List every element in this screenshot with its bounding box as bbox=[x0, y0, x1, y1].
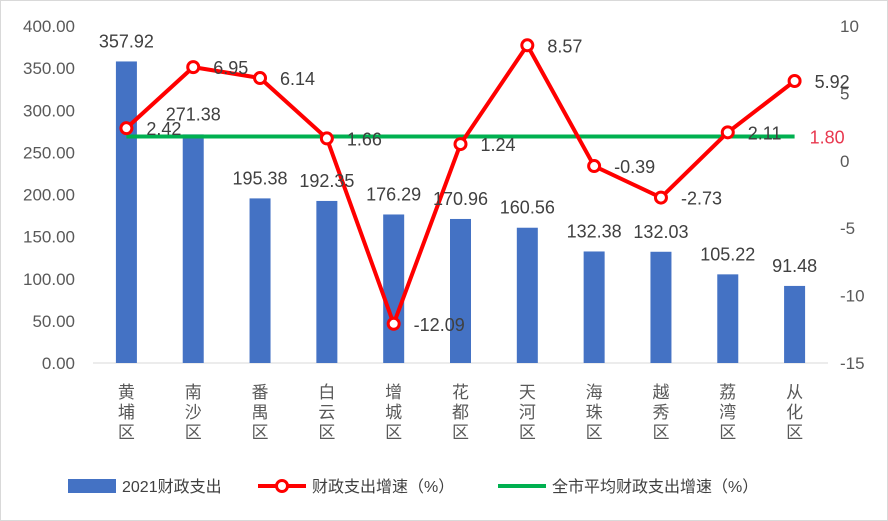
bar bbox=[650, 251, 672, 363]
x-category-label: 越秀区 bbox=[652, 383, 669, 442]
bar bbox=[717, 274, 739, 363]
growth-data-label: -2.73 bbox=[681, 189, 722, 209]
growth-data-label: -0.39 bbox=[614, 157, 655, 177]
growth-data-label: 6.14 bbox=[280, 69, 315, 89]
x-category-label: 番禺区 bbox=[252, 383, 269, 442]
x-category-label: 黄埔区 bbox=[118, 383, 135, 442]
y-right-tick-label: 0 bbox=[840, 152, 849, 171]
bar-data-label: 160.56 bbox=[500, 198, 555, 218]
growth-marker bbox=[653, 190, 668, 205]
growth-data-label: 8.57 bbox=[547, 36, 582, 56]
x-category-label: 南沙区 bbox=[185, 383, 202, 442]
y-left-tick-label: 300.00 bbox=[23, 101, 75, 120]
bar-data-label: 357.92 bbox=[99, 31, 154, 51]
y-left-tick-label: 150.00 bbox=[23, 228, 75, 247]
growth-marker bbox=[319, 131, 334, 146]
growth-marker bbox=[186, 60, 201, 75]
y-left-tick-label: 250.00 bbox=[23, 143, 75, 162]
bar bbox=[583, 251, 605, 363]
growth-data-label: 1.66 bbox=[347, 129, 382, 149]
y-right-tick-label: -10 bbox=[840, 287, 865, 306]
growth-data-label: 5.92 bbox=[815, 72, 850, 92]
y-right-tick-label: -5 bbox=[840, 219, 855, 238]
y-left-tick-label: 200.00 bbox=[23, 186, 75, 205]
bar-data-label: 192.35 bbox=[299, 171, 354, 191]
bar bbox=[316, 200, 338, 363]
bar bbox=[115, 61, 137, 364]
x-category-label: 天河区 bbox=[519, 383, 536, 442]
legend-label: 2021财政支出 bbox=[122, 478, 222, 496]
growth-marker bbox=[453, 137, 468, 152]
x-category-label: 从化区 bbox=[786, 383, 803, 442]
y-right-tick-label: 5 bbox=[840, 84, 849, 103]
legend-label: 全市平均财政支出增速（%） bbox=[552, 478, 758, 496]
growth-data-label: 2.42 bbox=[146, 119, 181, 139]
x-category-label: 白云区 bbox=[318, 383, 335, 442]
bar-data-label: 132.03 bbox=[633, 222, 688, 242]
x-category-label: 海珠区 bbox=[586, 383, 603, 442]
x-category-label: 增城区 bbox=[385, 383, 402, 442]
bar bbox=[450, 218, 471, 363]
growth-marker bbox=[587, 159, 602, 174]
y-left-tick-label: 350.00 bbox=[23, 59, 75, 78]
growth-data-label: 2.11 bbox=[748, 123, 782, 143]
x-category-label: 荔湾区 bbox=[719, 383, 736, 442]
growth-data-label: 6.95 bbox=[213, 58, 248, 78]
y-left-tick-label: 0.00 bbox=[42, 354, 75, 373]
y-right-tick-label: 10 bbox=[840, 17, 859, 36]
growth-data-label: 1.24 bbox=[481, 135, 516, 155]
legend-label: 财政支出增速（%） bbox=[312, 478, 454, 496]
bar-data-label: 195.38 bbox=[233, 168, 288, 188]
y-left-tick-label: 50.00 bbox=[32, 312, 75, 331]
legend-swatch-marker bbox=[275, 479, 289, 493]
bar bbox=[383, 214, 405, 363]
bar-data-label: 132.38 bbox=[567, 221, 622, 241]
y-left-tick-label: 400.00 bbox=[23, 17, 75, 36]
bar-data-label: 176.29 bbox=[366, 184, 421, 204]
bar bbox=[516, 227, 538, 363]
bar bbox=[784, 285, 806, 363]
y-right-tick-label: -15 bbox=[840, 354, 865, 373]
growth-marker bbox=[253, 71, 268, 86]
bar bbox=[182, 134, 204, 363]
average-data-label: 1.80 bbox=[810, 128, 845, 148]
bar-data-label: 105.22 bbox=[700, 244, 755, 264]
x-category-label: 花都区 bbox=[452, 383, 469, 442]
growth-marker bbox=[787, 73, 802, 88]
growth-marker bbox=[119, 121, 134, 136]
growth-marker bbox=[386, 316, 401, 331]
growth-data-label: -12.09 bbox=[414, 315, 465, 335]
bar-data-label: 271.38 bbox=[166, 104, 221, 124]
growth-marker bbox=[720, 125, 735, 140]
bar-data-label: 170.96 bbox=[433, 189, 488, 209]
bar bbox=[249, 198, 271, 363]
legend-swatch-bar bbox=[68, 479, 116, 493]
y-left-tick-label: 100.00 bbox=[23, 270, 75, 289]
bar-data-label: 91.48 bbox=[772, 256, 817, 276]
growth-marker bbox=[520, 38, 535, 53]
